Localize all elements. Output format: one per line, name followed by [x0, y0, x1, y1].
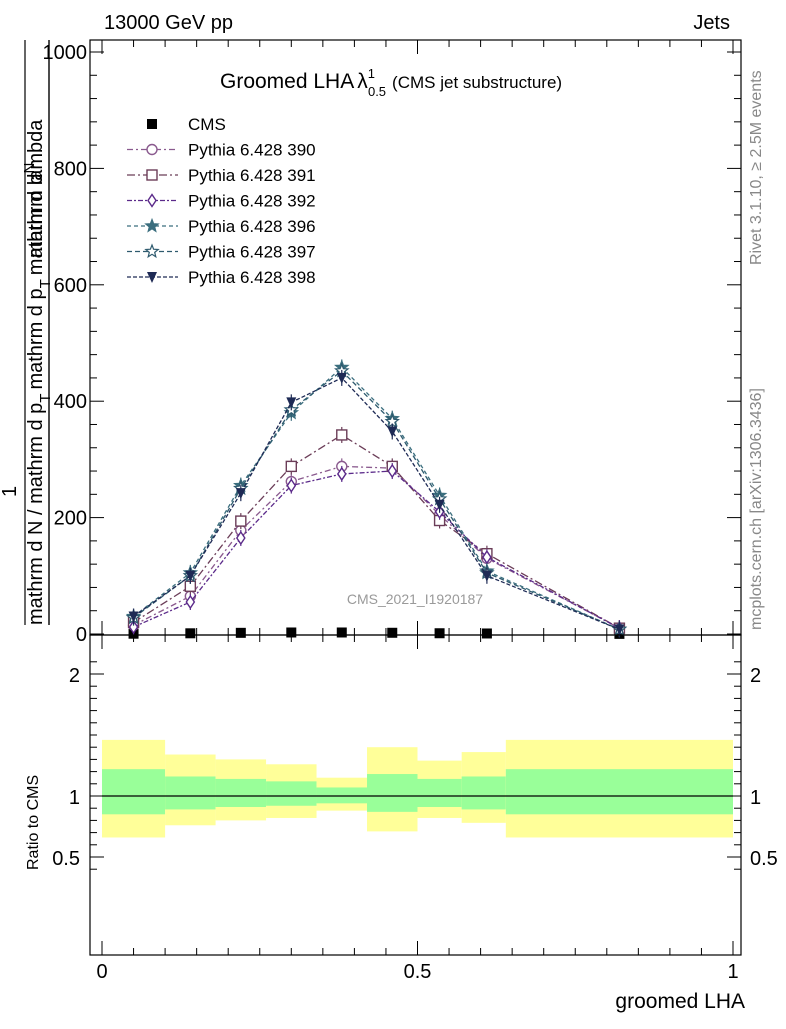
legend-label: Pythia 6.428 391: [188, 166, 316, 185]
data-point: [185, 594, 196, 610]
data-point: [387, 627, 398, 638]
legend-entry: Pythia 6.428 396: [127, 217, 316, 236]
y-tick-label: 200: [54, 508, 87, 530]
uncertainty-band-inner: [102, 769, 166, 815]
ratio-y-tick-label: 2: [69, 665, 80, 687]
x-axis-label: groomed LHA: [615, 990, 745, 1013]
data-point: [434, 628, 445, 639]
legend-marker: [147, 119, 157, 129]
data-point: [235, 488, 246, 500]
legend-entry: Pythia 6.428 397: [127, 243, 316, 262]
y-axis-label-main: mathrm dN 1 mathrm d N / mathrm d pTmath…: [0, 40, 54, 625]
legend-entry: Pythia 6.428 398: [127, 268, 316, 287]
data-point: [387, 463, 398, 479]
y-label-bottom-denominator: mathrm d N / mathrm d pTmathrm d pTmathr…: [25, 119, 54, 625]
y-tick-label: 400: [54, 391, 87, 413]
ratio-y-tick-label: 0.5: [52, 848, 80, 870]
y-tick-label: 600: [54, 275, 87, 297]
data-point: [128, 611, 139, 623]
y-tick-label: 800: [54, 158, 87, 180]
data-point: [336, 627, 347, 638]
legend-marker: [146, 143, 158, 156]
y-label-one: 1: [0, 486, 21, 497]
data-point: [235, 627, 246, 638]
data-point: [235, 515, 247, 527]
data-point: [185, 628, 196, 639]
header-jets-label: Jets: [693, 12, 730, 34]
series-pythia-6-428-392: [128, 463, 625, 637]
legend-label: Pythia 6.428 398: [188, 268, 316, 287]
legend-label: Pythia 6.428 396: [188, 217, 316, 236]
ratio-y-tick-label-right: 0.5: [750, 848, 778, 870]
analysis-watermark: CMS_2021_I1920187: [347, 591, 483, 607]
rivet-version-label: Rivet 3.1.10, ≥ 2.5M events: [748, 70, 765, 265]
legend-entry: CMS: [147, 115, 226, 134]
y-label-top-numerator: mathrm dN: [21, 163, 47, 258]
legend-entry: Pythia 6.428 392: [127, 192, 316, 211]
uncertainty-band-inner: [266, 781, 317, 806]
plot-title: Groomed LHA λ1 0.5 (CMS jet substructure): [220, 66, 562, 99]
data-point: [336, 372, 347, 384]
legend-label: Pythia 6.428 390: [188, 141, 316, 160]
data-point: [614, 624, 625, 636]
ratio-bands: [102, 739, 733, 838]
legend-entry: Pythia 6.428 391: [127, 166, 316, 185]
data-point: [434, 499, 445, 511]
data-point: [185, 570, 196, 582]
data-point: [286, 478, 297, 493]
data-point: [336, 429, 348, 441]
legend-entry: Pythia 6.428 390: [127, 141, 316, 160]
legend-marker: [147, 193, 157, 208]
ratio-y-tick-label: 1: [69, 787, 80, 809]
data-point: [235, 530, 246, 546]
uncertainty-band-inner: [505, 769, 733, 815]
data-point: [286, 627, 297, 638]
ratio-y-label: Ratio to CMS: [25, 775, 42, 870]
x-tick-label: 1: [727, 961, 738, 983]
data-point: [128, 619, 139, 635]
data-point: [387, 426, 398, 438]
header-energy-label: 13000 GeV pp: [104, 12, 233, 34]
series-line: [133, 366, 620, 630]
series-pythia-6-428-398: [128, 369, 625, 638]
data-point: [481, 570, 492, 582]
ratio-y-tick-label-right: 2: [750, 665, 761, 687]
ratio-plot-panel: 0.5 0.5 1 1 2 2 0 0.5 1: [52, 634, 778, 983]
series-pythia-6-428-390: [127, 458, 626, 637]
legend: CMS Pythia 6.428 390 Pythia 6.428 391 Pythi…: [127, 115, 316, 287]
legend-marker: [144, 243, 160, 259]
main-plot-panel: 0 200 400 600 800 1000: [43, 39, 742, 646]
data-point: [481, 628, 492, 639]
x-tick-label: 0.5: [404, 961, 432, 983]
uncertainty-band-inner: [367, 774, 418, 812]
y-tick-label: 1000: [43, 42, 88, 64]
legend-label: CMS: [188, 115, 226, 134]
uncertainty-band-inner: [461, 776, 506, 810]
ratio-y-tick-label-right: 1: [750, 787, 761, 809]
legend-marker: [146, 169, 158, 181]
legend-marker: [144, 217, 160, 233]
legend-marker: [147, 272, 157, 283]
series-cms: [128, 627, 625, 639]
uncertainty-band-inner: [215, 778, 267, 807]
mcplots-label: mcplots.cern.ch [arXiv:1306.3436]: [748, 388, 765, 630]
uncertainty-band-inner: [316, 787, 368, 804]
uncertainty-band-inner: [417, 778, 462, 807]
ratio-frame: [89, 634, 742, 956]
y-tick-label: 0: [76, 624, 87, 646]
data-point: [286, 397, 297, 409]
data-point: [336, 466, 347, 482]
legend-label: Pythia 6.428 397: [188, 243, 316, 262]
legend-label: Pythia 6.428 392: [188, 192, 316, 211]
data-point: [285, 460, 297, 473]
x-tick-label: 0: [96, 961, 107, 983]
uncertainty-band-inner: [165, 776, 216, 810]
